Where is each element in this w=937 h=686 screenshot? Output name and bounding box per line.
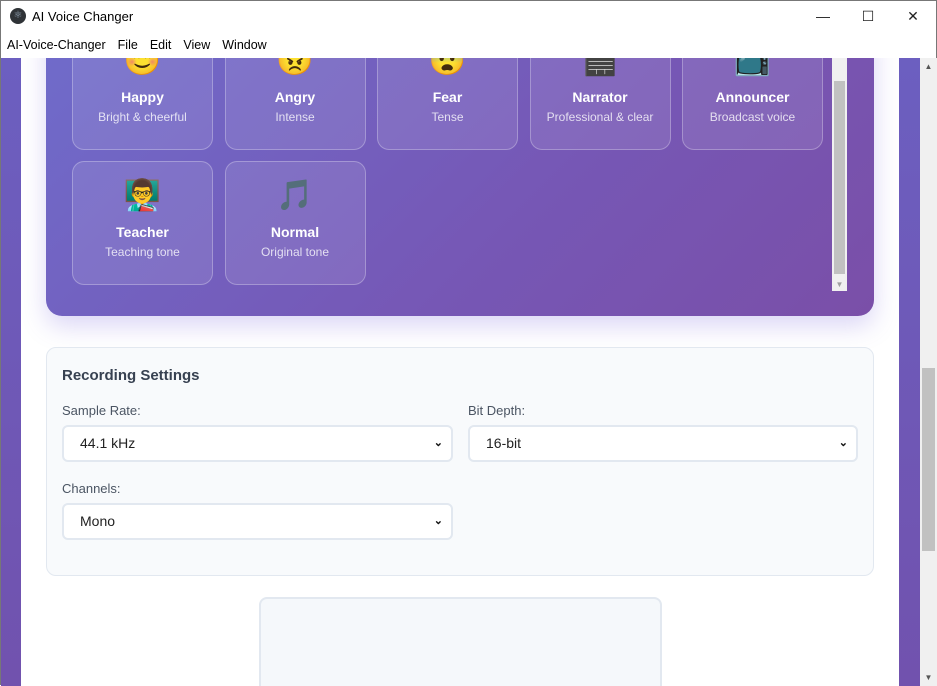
app-content: 😊 Happy Bright & cheerful 😠 Angry Intense…: [1, 58, 920, 686]
maximize-button[interactable]: ☐: [861, 7, 875, 24]
section-title: Recording Settings: [62, 367, 200, 384]
voice-card-teacher[interactable]: 👨‍🏫 Teacher Teaching tone: [72, 161, 213, 285]
voice-card-fear[interactable]: 😨 Fear Tense: [377, 58, 518, 150]
menu-file[interactable]: File: [117, 37, 138, 52]
voice-description: Bright & cheerful: [98, 110, 187, 124]
voice-emoji-icon: 📺: [733, 58, 772, 77]
chevron-down-icon: ⌄: [433, 437, 443, 449]
voice-card-normal[interactable]: 🎵 Normal Original tone: [224, 161, 366, 285]
voice-card-narrator[interactable]: 🎬 Narrator Professional & clear: [529, 58, 671, 150]
voice-emoji-icon: 👨‍🏫: [123, 179, 162, 212]
voice-description: Original tone: [260, 245, 330, 259]
channels-label: Channels:: [62, 481, 121, 496]
menu-view[interactable]: View: [183, 37, 211, 52]
voice-grid: 😊 Happy Bright & cheerful 😠 Angry Intense…: [72, 58, 832, 291]
recording-settings-panel: Recording Settings Sample Rate: 44.1 kHz…: [46, 347, 874, 576]
voice-card-angry[interactable]: 😠 Angry Intense: [224, 58, 366, 150]
menu-edit[interactable]: Edit: [149, 37, 172, 52]
voice-card-happy[interactable]: 😊 Happy Bright & cheerful: [72, 58, 213, 150]
bit-depth-value: 16-bit: [486, 435, 522, 451]
app-logo-icon: ⚛: [10, 8, 26, 24]
channels-select[interactable]: Mono ⌄: [62, 503, 453, 540]
sample-rate-select[interactable]: 44.1 kHz ⌄: [62, 425, 453, 462]
voice-description: Tense: [431, 110, 464, 124]
recording-area: [259, 597, 662, 686]
chevron-down-icon: ⌄: [838, 437, 848, 449]
menu-window[interactable]: Window: [222, 37, 267, 52]
bit-depth-select[interactable]: 16-bit ⌄: [468, 425, 858, 462]
close-button[interactable]: ✕: [907, 7, 919, 24]
voice-description: Professional & clear: [546, 110, 654, 124]
voice-card-announcer[interactable]: 📺 Announcer Broadcast voice: [682, 58, 823, 150]
voice-name: Happy: [121, 89, 164, 105]
voice-emoji-icon: 🎵: [276, 179, 314, 212]
voice-grid-scrollbar[interactable]: ▼: [832, 58, 847, 291]
voice-name: Fear: [432, 89, 463, 105]
voice-selection-panel: 😊 Happy Bright & cheerful 😠 Angry Intense…: [46, 58, 874, 316]
voice-name: Teacher: [116, 224, 169, 240]
channels-value: Mono: [80, 513, 116, 529]
voice-emoji-icon: 😨: [428, 58, 467, 77]
scroll-down-arrow-icon[interactable]: ▼: [924, 673, 933, 682]
page-scrollbar[interactable]: ▲ ▼: [920, 58, 937, 686]
menu-app[interactable]: AI-Voice-Changer: [7, 37, 106, 52]
sample-rate-label: Sample Rate:: [62, 403, 141, 418]
title-bar: ⚛ AI Voice Changer — ☐ ✕: [1, 1, 936, 31]
minimize-button[interactable]: —: [816, 8, 830, 24]
scrollbar-thumb[interactable]: [922, 368, 935, 551]
voice-name: Narrator: [572, 89, 628, 105]
scrollbar-thumb[interactable]: [834, 81, 845, 274]
voice-description: Broadcast voice: [709, 110, 796, 124]
voice-name: Announcer: [715, 89, 790, 105]
voice-description: Intense: [275, 110, 315, 124]
scroll-up-arrow-icon[interactable]: ▲: [924, 62, 933, 71]
scroll-down-arrow-icon[interactable]: ▼: [835, 280, 844, 289]
chevron-down-icon: ⌄: [433, 515, 443, 527]
voice-description: Teaching tone: [105, 245, 180, 259]
menu-bar: AI-Voice-Changer File Edit View Window: [1, 31, 936, 58]
voice-name: Angry: [274, 89, 316, 105]
bit-depth-label: Bit Depth:: [468, 403, 526, 418]
voice-name: Normal: [270, 224, 320, 240]
voice-emoji-icon: 🎬: [581, 58, 619, 77]
window-title: AI Voice Changer: [32, 8, 134, 24]
sample-rate-value: 44.1 kHz: [80, 435, 136, 451]
voice-emoji-icon: 😊: [123, 58, 162, 77]
voice-emoji-icon: 😠: [276, 58, 314, 77]
main-container: 😊 Happy Bright & cheerful 😠 Angry Intense…: [21, 58, 899, 686]
